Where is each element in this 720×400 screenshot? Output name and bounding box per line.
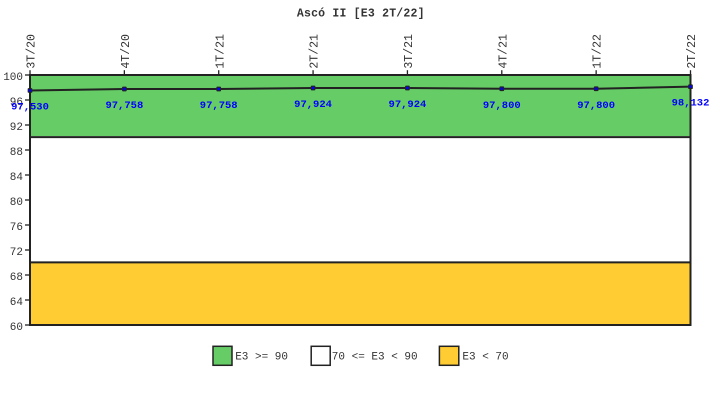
svg-text:98,132: 98,132 xyxy=(672,98,710,110)
svg-text:97,800: 97,800 xyxy=(577,100,615,112)
svg-text:97,758: 97,758 xyxy=(200,100,238,112)
svg-text:E3 < 70: E3 < 70 xyxy=(462,352,508,364)
svg-text:92: 92 xyxy=(10,122,23,134)
svg-text:2T/22: 2T/22 xyxy=(686,34,699,69)
svg-text:1T/22: 1T/22 xyxy=(592,34,605,69)
svg-text:4T/21: 4T/21 xyxy=(497,34,510,69)
svg-text:1T/21: 1T/21 xyxy=(214,34,227,69)
svg-text:100: 100 xyxy=(3,72,23,84)
svg-text:64: 64 xyxy=(10,297,24,309)
svg-text:60: 60 xyxy=(10,322,23,334)
svg-text:97,758: 97,758 xyxy=(105,100,143,112)
svg-text:88: 88 xyxy=(10,147,23,159)
svg-text:70 <= E3 < 90: 70 <= E3 < 90 xyxy=(332,352,418,364)
svg-text:84: 84 xyxy=(10,172,24,184)
svg-text:4T/20: 4T/20 xyxy=(120,34,133,69)
svg-text:97,924: 97,924 xyxy=(389,99,427,111)
svg-text:97,530: 97,530 xyxy=(11,101,49,113)
svg-text:Ascó II [E3 2T/22]: Ascó II [E3 2T/22] xyxy=(297,7,425,20)
svg-text:2T/21: 2T/21 xyxy=(309,34,322,69)
svg-text:96: 96 xyxy=(10,97,23,109)
svg-text:72: 72 xyxy=(10,247,23,259)
svg-text:97,924: 97,924 xyxy=(294,99,332,111)
svg-text:3T/20: 3T/20 xyxy=(26,34,39,69)
svg-text:E3 >= 90: E3 >= 90 xyxy=(235,352,288,364)
svg-text:76: 76 xyxy=(10,222,23,234)
svg-text:68: 68 xyxy=(10,272,23,284)
svg-text:3T/21: 3T/21 xyxy=(403,34,416,69)
svg-text:80: 80 xyxy=(10,197,23,209)
svg-text:97,800: 97,800 xyxy=(483,100,521,112)
